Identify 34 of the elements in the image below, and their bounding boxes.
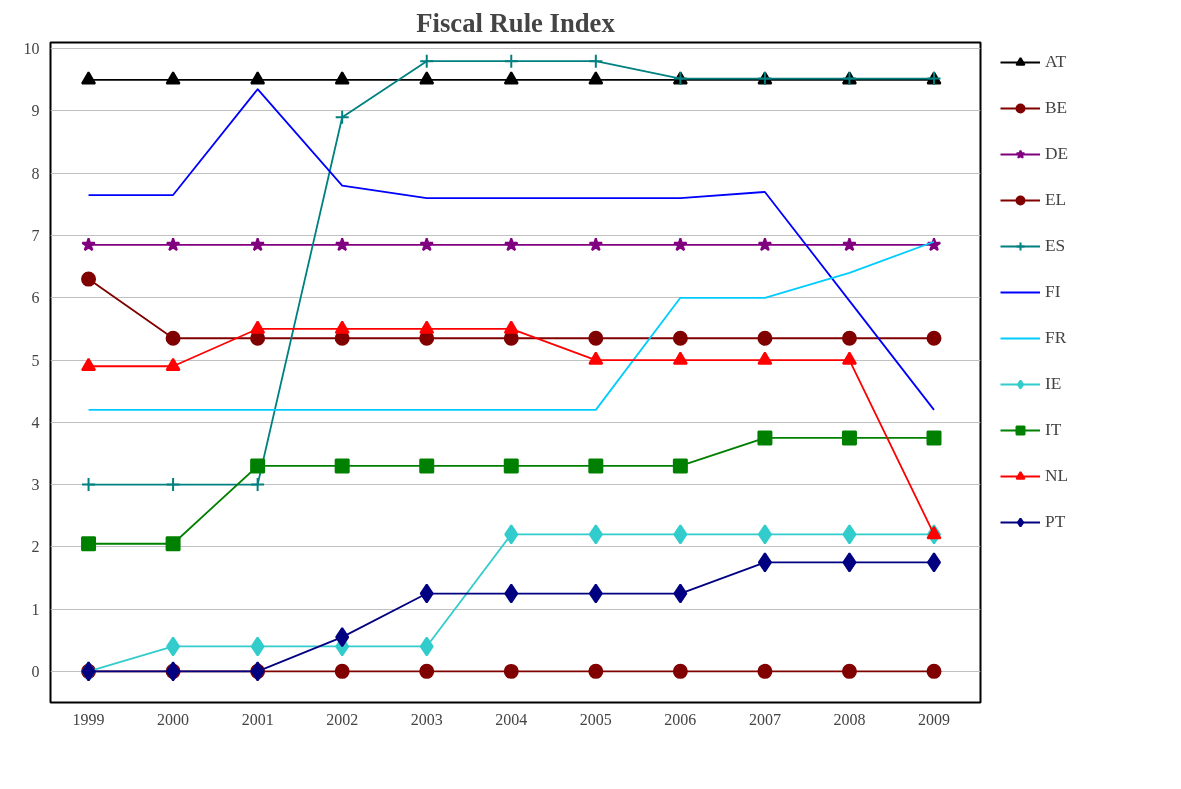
x-tick-label: 2000 [157, 710, 190, 728]
x-tick-label: 1999 [72, 710, 105, 728]
legend-label: FR [1045, 328, 1068, 348]
legend-label: DE [1045, 144, 1070, 164]
y-tick-label: 9 [31, 102, 40, 120]
y-tick-label: 4 [31, 413, 40, 431]
x-tick-label: 2003 [410, 710, 443, 728]
x-tick-label: 2009 [918, 710, 950, 728]
legend-label: IE [1045, 374, 1063, 394]
legend-label: FI [1045, 282, 1062, 302]
legend-label: BE [1045, 98, 1069, 118]
y-tick-label: 3 [31, 476, 40, 494]
y-tick-label: 0 [31, 662, 40, 680]
legend-label: EL [1045, 190, 1068, 210]
legend-label: AT [1045, 52, 1068, 72]
y-tick-label: 6 [31, 289, 40, 307]
y-tick-label: 1 [31, 600, 40, 618]
y-tick-label: 8 [31, 164, 40, 182]
legend-label: ES [1045, 236, 1067, 256]
x-tick-label: 2006 [664, 710, 697, 728]
y-tick-label: 7 [31, 227, 40, 245]
x-tick-label: 2007 [748, 710, 781, 728]
x-tick-label: 2001 [241, 710, 274, 728]
x-tick-label: 2004 [495, 710, 528, 728]
x-tick-label: 2005 [579, 710, 612, 728]
x-tick-label: 2002 [326, 710, 359, 728]
y-tick-label: 10 [23, 40, 40, 58]
x-tick-label: 2008 [833, 710, 866, 728]
legend-label: IT [1045, 420, 1063, 440]
y-tick-label: 2 [31, 538, 40, 556]
chart-title: Fiscal Rule Index [416, 7, 616, 38]
legend-label: PT [1045, 512, 1067, 532]
y-tick-label: 5 [31, 351, 40, 369]
legend-label: NL [1045, 466, 1070, 486]
